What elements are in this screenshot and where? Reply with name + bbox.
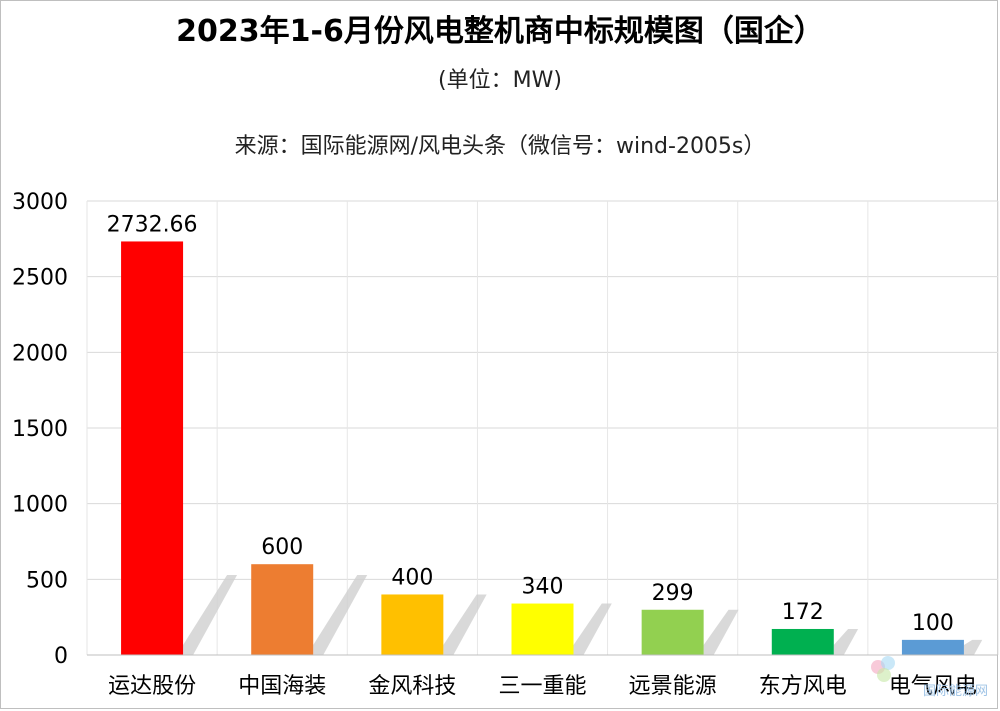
chart-source: 来源：国际能源网/风电头条（微信号：wind-2005s） <box>234 134 766 159</box>
y-tick-label: 1000 <box>12 493 68 518</box>
y-tick-label: 0 <box>54 644 68 669</box>
y-tick-label: 2500 <box>12 266 68 291</box>
x-axis: 运达股份 中国海装 金风科技 三一重能 远景能源 东方风电 电气风电 <box>87 654 998 699</box>
value-labels: 2732.66 600 400 340 299 172 100 <box>107 212 954 635</box>
data-label: 2732.66 <box>107 212 198 237</box>
bar <box>641 609 704 655</box>
data-label: 600 <box>261 535 303 560</box>
bar-shadow <box>313 575 368 655</box>
watermark-text: 国际能源网 <box>922 684 988 699</box>
watermark-logo: 国际能源网 <box>858 653 988 705</box>
x-tick-label: 远景能源 <box>629 674 717 699</box>
chart-title: 2023年1-6月份风电整机商中标规模图（国企） <box>176 14 824 49</box>
bar-shadow <box>183 575 238 655</box>
bar-shadow <box>963 639 983 655</box>
x-tick-label: 金风科技 <box>368 674 456 699</box>
data-label: 299 <box>652 581 694 606</box>
y-tick-label: 1500 <box>12 417 68 442</box>
data-label: 340 <box>522 575 564 600</box>
x-tick-label: 运达股份 <box>108 674 196 699</box>
y-tick-label: 2000 <box>12 341 68 366</box>
bar-shadows <box>183 575 983 655</box>
x-tick-label: 三一重能 <box>498 674 586 699</box>
bar <box>251 564 314 655</box>
y-axis: 0 500 1000 1500 2000 2500 3000 <box>12 190 68 669</box>
bar-shadow <box>703 609 739 655</box>
data-label: 172 <box>782 600 824 625</box>
bar-shadow <box>443 594 487 655</box>
x-tick-label: 电气风电 <box>889 674 977 699</box>
data-label: 100 <box>912 611 954 636</box>
flower-icon <box>871 656 895 682</box>
bar <box>901 639 964 655</box>
x-tick-label: 中国海装 <box>238 674 326 699</box>
bar <box>121 241 184 655</box>
y-tick-label: 3000 <box>12 190 68 215</box>
x-tick-label: 东方风电 <box>759 674 847 699</box>
bars <box>121 241 964 655</box>
y-tick-label: 500 <box>26 568 68 593</box>
data-label: 400 <box>391 565 433 590</box>
bar <box>771 628 834 655</box>
bar <box>381 594 444 655</box>
bar-shadow <box>833 628 859 655</box>
chart-unit: (单位：MW) <box>438 68 562 93</box>
bar <box>511 603 574 655</box>
bar-shadow <box>573 603 612 655</box>
